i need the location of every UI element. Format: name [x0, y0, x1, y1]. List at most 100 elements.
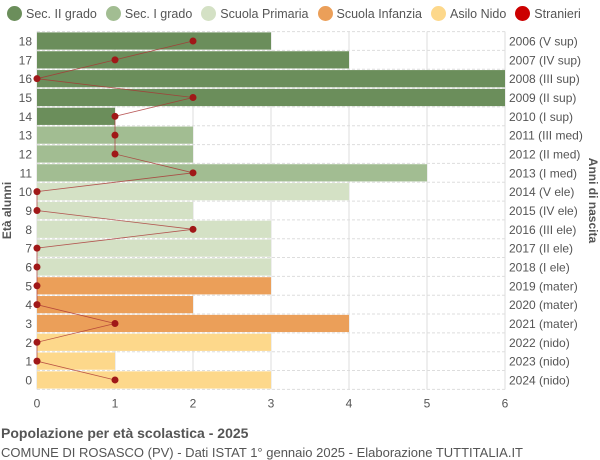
- y-tick-label: 2: [25, 336, 32, 350]
- legend-swatch: [7, 6, 22, 21]
- stranieri-point: [33, 75, 41, 83]
- y-tick-label: 3: [25, 317, 32, 331]
- legend-item: Sec. I grado: [105, 6, 193, 21]
- y-tick-label: 15: [19, 91, 33, 105]
- y-tick-label: 6: [25, 260, 32, 274]
- legend-item: Stranieri: [515, 6, 581, 21]
- y-tick-label: 5: [25, 279, 32, 293]
- bar: [37, 32, 271, 50]
- legend-label: Asilo Nido: [450, 6, 507, 21]
- x-tick-label: 3: [268, 396, 275, 410]
- y-tick-label: 12: [19, 147, 33, 161]
- birth-year-label: 2014 (V ele): [509, 185, 574, 199]
- birth-year-label: 2012 (II med): [509, 147, 580, 161]
- y-tick-label: 13: [19, 129, 33, 143]
- y-axis-title-right: Anni di nascita: [586, 158, 600, 244]
- y-tick-label: 4: [25, 298, 32, 312]
- legend: Sec. II grado Sec. I grado Scuola Primaria…: [7, 6, 581, 21]
- birth-year-label: 2024 (nido): [509, 373, 570, 387]
- y-tick-label: 14: [19, 110, 33, 124]
- stranieri-point: [111, 56, 119, 64]
- bar: [37, 183, 349, 201]
- legend-swatch: [515, 6, 531, 21]
- legend-label: Sec. II grado: [26, 6, 97, 21]
- bar: [37, 371, 271, 389]
- birth-year-label: 2019 (mater): [509, 279, 578, 293]
- y-axis-title: Età alunni: [0, 182, 14, 239]
- legend-label: Scuola Primaria: [220, 6, 309, 21]
- birth-year-label: 2022 (nido): [509, 336, 570, 350]
- stranieri-point: [33, 338, 41, 346]
- birth-year-label: 2021 (mater): [509, 317, 578, 331]
- bar: [37, 107, 115, 125]
- x-tick-label: 4: [346, 396, 353, 410]
- bar: [37, 88, 505, 107]
- stranieri-point: [189, 169, 197, 177]
- stranieri-point: [33, 357, 41, 365]
- legend-item: Scuola Primaria: [201, 6, 309, 21]
- stranieri-point: [33, 206, 41, 214]
- bar: [37, 239, 271, 257]
- y-tick-label: 18: [19, 35, 33, 49]
- legend-swatch: [201, 6, 217, 21]
- birth-year-label: 2020 (mater): [509, 298, 578, 312]
- legend-label: Scuola Infanzia: [336, 6, 422, 21]
- stranieri-point: [111, 112, 119, 120]
- stranieri-point: [33, 301, 41, 309]
- bar: [37, 333, 271, 351]
- birth-year-label: 2007 (IV sup): [509, 53, 581, 67]
- y-tick-label: 1: [25, 355, 32, 369]
- birth-year-label: 2008 (III sup): [509, 72, 580, 86]
- stranieri-point: [33, 244, 41, 252]
- legend-item: Scuola Infanzia: [317, 6, 422, 21]
- x-tick-label: 0: [34, 396, 41, 410]
- y-tick-label: 0: [25, 373, 32, 387]
- stranieri-point: [111, 131, 119, 139]
- birth-year-label: 2023 (nido): [509, 355, 570, 369]
- y-tick-label: 9: [25, 204, 32, 218]
- legend-swatch: [105, 6, 121, 21]
- stranieri-point: [111, 150, 119, 158]
- bar: [37, 314, 349, 333]
- bar: [37, 258, 271, 276]
- bar: [37, 51, 349, 69]
- birth-year-label: 2009 (II sup): [509, 91, 576, 105]
- birth-year-label: 2018 (I ele): [509, 260, 570, 274]
- x-tick-label: 1: [112, 396, 119, 410]
- legend-label: Sec. I grado: [124, 6, 193, 21]
- bar: [37, 277, 271, 295]
- stranieri-point: [33, 263, 41, 271]
- bar: [37, 220, 271, 238]
- bar: [37, 352, 115, 370]
- stranieri-point: [189, 225, 197, 233]
- x-tick-label: 5: [424, 396, 431, 410]
- legend-item: Sec. II grado: [7, 6, 97, 21]
- legend-item: Asilo Nido: [431, 6, 506, 21]
- birth-year-label: 2011 (III med): [509, 129, 583, 143]
- y-tick-label: 8: [25, 223, 32, 237]
- x-tick-label: 2: [190, 396, 197, 410]
- stranieri-point: [189, 37, 197, 45]
- y-tick-label: 16: [19, 72, 33, 86]
- stranieri-point: [111, 376, 119, 384]
- birth-year-label: 2013 (I med): [509, 166, 577, 180]
- bar: [37, 296, 193, 314]
- bar: [37, 201, 193, 220]
- chart-subtitle: COMUNE DI ROSASCO (PV) - Dati ISTAT 1° g…: [1, 445, 523, 460]
- birth-year-label: 2010 (I sup): [509, 110, 573, 124]
- legend-swatch: [431, 6, 446, 21]
- x-tick-label: 6: [502, 396, 509, 410]
- y-tick-label: 11: [20, 166, 33, 180]
- stranieri-point: [111, 319, 119, 327]
- legend-label: Stranieri: [534, 6, 581, 21]
- legend-swatch: [317, 6, 333, 21]
- bar: [37, 70, 505, 88]
- birth-year-label: 2006 (V sup): [509, 35, 578, 49]
- birth-year-label: 2016 (III ele): [509, 223, 576, 237]
- chart-title: Popolazione per età scolastica - 2025: [1, 425, 249, 441]
- birth-year-label: 2017 (II ele): [509, 242, 573, 256]
- y-tick-label: 7: [25, 242, 32, 256]
- stranieri-point: [189, 94, 197, 102]
